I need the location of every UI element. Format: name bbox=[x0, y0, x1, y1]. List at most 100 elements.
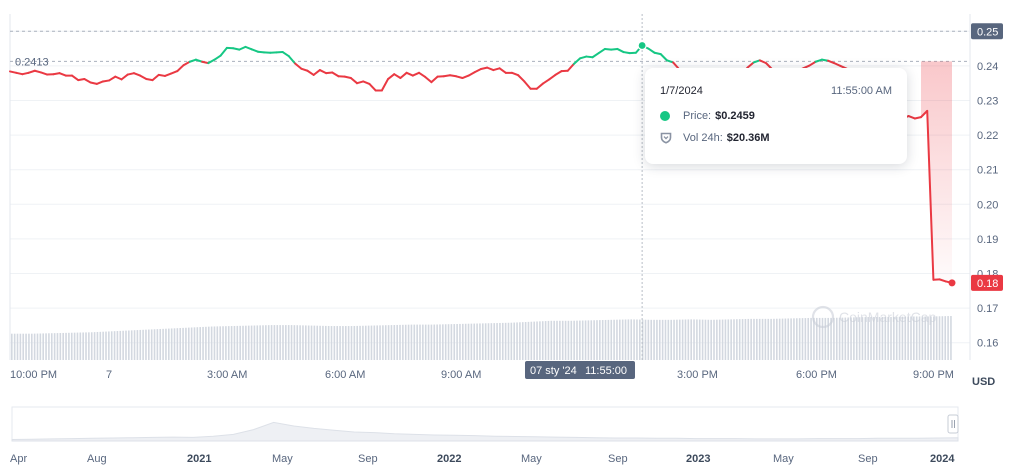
volume-bar bbox=[247, 325, 250, 360]
volume-bar bbox=[339, 326, 341, 360]
volume-bar bbox=[276, 325, 279, 360]
volume-bar bbox=[73, 332, 76, 360]
volume-bar bbox=[524, 322, 527, 360]
volume-bar bbox=[924, 316, 927, 360]
volume-bar bbox=[599, 320, 601, 360]
price-line-segment bbox=[920, 109, 929, 119]
price-line-segment bbox=[833, 62, 842, 67]
volume-bar bbox=[724, 319, 727, 360]
volume-bar bbox=[253, 325, 256, 360]
max-price-badge-text: 0.25 bbox=[977, 26, 998, 38]
volume-bar bbox=[179, 328, 182, 360]
volume-bar bbox=[895, 316, 898, 360]
price-line-segment bbox=[541, 78, 551, 85]
volume-bar bbox=[236, 325, 239, 360]
volume-bar bbox=[53, 333, 56, 360]
volume-bar bbox=[624, 319, 627, 360]
volume-bar bbox=[16, 333, 19, 360]
volume-bar bbox=[504, 322, 507, 360]
volume-bar bbox=[68, 332, 70, 360]
volume-bar bbox=[387, 325, 390, 360]
volume-bar bbox=[761, 318, 764, 360]
volume-bar bbox=[242, 325, 244, 360]
volume-bar bbox=[930, 316, 932, 360]
volume-bar bbox=[424, 324, 427, 360]
volume-bar bbox=[776, 318, 778, 360]
y-tick-label: 0.16 bbox=[977, 338, 998, 350]
volume-bar bbox=[861, 317, 864, 360]
navigator-label: 2021 bbox=[187, 453, 211, 465]
volume-bar bbox=[938, 316, 941, 360]
volume-bar bbox=[450, 324, 453, 360]
x-tick-label: 3:00 PM bbox=[677, 369, 718, 381]
volume-bar bbox=[690, 319, 692, 360]
price-line-segment bbox=[802, 64, 811, 70]
volume-bar bbox=[379, 325, 381, 360]
volume-bar bbox=[79, 332, 82, 360]
price-line-segment bbox=[758, 59, 768, 65]
highlight-point[interactable] bbox=[637, 40, 647, 51]
x-tick-label: 7 bbox=[106, 369, 112, 381]
volume-bar bbox=[713, 319, 715, 360]
volume-bar bbox=[407, 324, 410, 360]
volume-bar bbox=[116, 331, 119, 360]
volume-bar bbox=[650, 319, 653, 360]
volume-bar bbox=[741, 319, 744, 360]
volume-bar bbox=[467, 323, 470, 360]
volume-bar bbox=[293, 325, 296, 360]
volume-bar bbox=[744, 319, 747, 360]
price-line-segment bbox=[15, 71, 24, 76]
volume-bar bbox=[142, 329, 144, 360]
last-price-badge-text: 0.18 bbox=[977, 278, 998, 290]
navigator-frame bbox=[11, 406, 959, 442]
price-line-segment bbox=[808, 60, 817, 67]
volume-bar bbox=[230, 326, 233, 360]
price-line-segment bbox=[126, 72, 135, 76]
volume-bar bbox=[356, 325, 358, 360]
volume-bar bbox=[493, 323, 496, 360]
volume-bar bbox=[501, 322, 504, 360]
crosshair-time-text: 11:55:00 bbox=[585, 365, 627, 377]
volume-bar bbox=[13, 333, 16, 360]
tooltip-time: 11:55:00 AM bbox=[831, 85, 892, 97]
volume-bar bbox=[733, 319, 735, 360]
price-line-segment bbox=[368, 82, 377, 92]
volume-bar bbox=[790, 318, 792, 360]
volume-bar bbox=[824, 317, 827, 360]
price-line-segment bbox=[207, 58, 216, 65]
price-line-segment bbox=[820, 58, 830, 62]
volume-bar bbox=[904, 316, 907, 360]
volume-bar bbox=[159, 328, 162, 360]
price-line-segment bbox=[114, 75, 123, 81]
price-line-segment bbox=[58, 72, 67, 77]
volume-bar bbox=[453, 324, 456, 360]
volume-bar bbox=[150, 329, 153, 360]
volume-bar bbox=[887, 316, 889, 360]
price-line-segment bbox=[380, 78, 390, 92]
volume-bar bbox=[213, 326, 216, 360]
volume-bar bbox=[285, 325, 287, 360]
volume-shield-icon bbox=[660, 132, 672, 144]
volume-bar bbox=[128, 330, 130, 360]
volume-bar bbox=[870, 316, 872, 360]
volume-bar bbox=[750, 318, 752, 360]
price-line-segment bbox=[256, 50, 266, 54]
volume-bar bbox=[796, 318, 798, 360]
volume-bar bbox=[576, 320, 578, 360]
volume-bar bbox=[801, 318, 804, 360]
volume-bar bbox=[844, 317, 847, 360]
y-tick-label: 0.22 bbox=[977, 130, 998, 142]
price-line-segment bbox=[356, 80, 365, 85]
navigator-handle[interactable] bbox=[947, 414, 959, 434]
volume-bar bbox=[778, 318, 781, 360]
volume-bar bbox=[907, 316, 909, 360]
volume-bar bbox=[873, 316, 875, 360]
volume-bar bbox=[207, 326, 210, 360]
volume-bar bbox=[890, 316, 892, 360]
price-line-segment bbox=[424, 75, 433, 84]
price-line-segment bbox=[27, 69, 36, 74]
volume-bar bbox=[681, 319, 684, 360]
volume-bar bbox=[855, 317, 858, 360]
